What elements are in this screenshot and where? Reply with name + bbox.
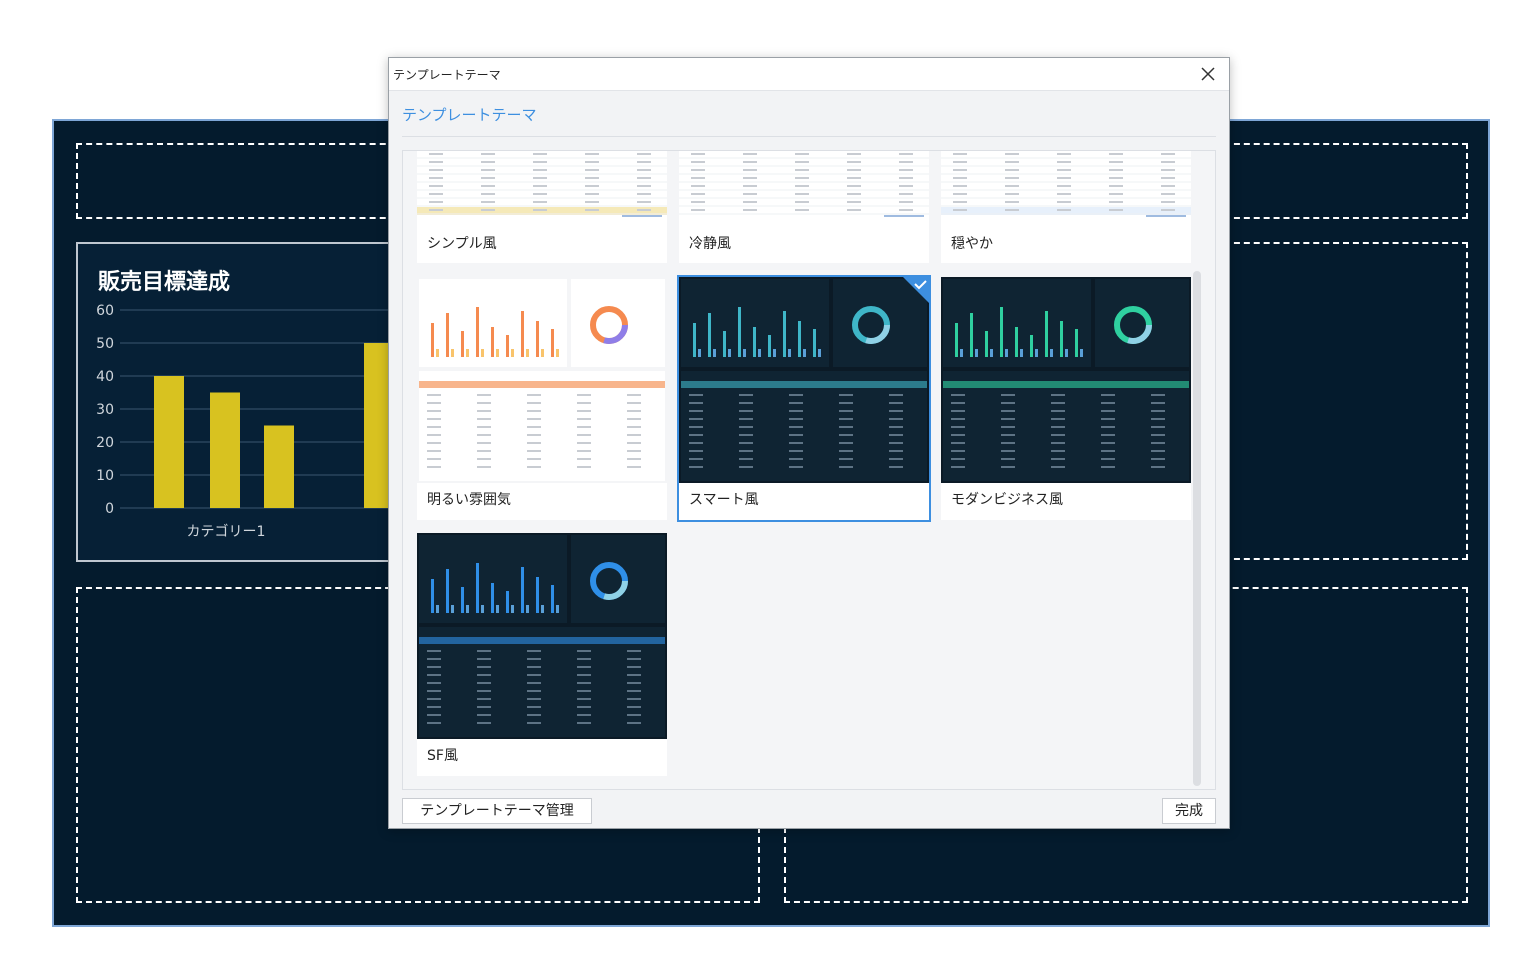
theme-list: シンプル風 冷静風 穏やか明るい雰囲気 スマート風 モダンビジネス風 SF風: [402, 150, 1216, 790]
empty-slot-mid-right[interactable]: [1224, 242, 1468, 560]
tab-divider: [402, 136, 1216, 137]
template-theme-dialog: テンプレートテーマ テンプレートテーマ シンプル風 冷静風 穏やか明るい雰囲気 スマー…: [388, 57, 1230, 829]
theme-thumbnail: [417, 277, 667, 483]
theme-thumbnail: [679, 151, 929, 225]
theme-label: 穏やか: [951, 236, 993, 252]
theme-card[interactable]: 冷静風: [679, 151, 929, 263]
y-tick-label: 30: [96, 402, 114, 418]
scrollbar[interactable]: [1193, 271, 1201, 786]
theme-label: モダンビジネス風: [951, 492, 1063, 508]
tab-template-theme[interactable]: テンプレートテーマ: [402, 106, 537, 124]
theme-label: シンプル風: [427, 236, 497, 252]
empty-slot-top-left[interactable]: [76, 143, 406, 219]
theme-card[interactable]: モダンビジネス風: [941, 277, 1191, 520]
dialog-title: テンプレートテーマ: [393, 68, 501, 82]
theme-card[interactable]: シンプル風: [417, 151, 667, 263]
x-category-label: カテゴリー1: [187, 523, 266, 540]
y-tick-label: 0: [105, 501, 114, 517]
theme-label: 明るい雰囲気: [427, 492, 511, 508]
theme-card[interactable]: 明るい雰囲気: [417, 277, 667, 520]
done-button[interactable]: 完成: [1162, 798, 1216, 824]
theme-label: SF風: [427, 748, 458, 764]
y-tick-label: 50: [96, 336, 114, 352]
theme-thumbnail: [941, 151, 1191, 225]
chart-title: 販売目標達成: [98, 270, 231, 295]
y-tick-label: 20: [96, 435, 114, 451]
y-tick-label: 40: [96, 369, 114, 385]
theme-card[interactable]: 穏やか: [941, 151, 1191, 263]
theme-thumbnail: [417, 151, 667, 225]
theme-thumbnail: [417, 533, 667, 739]
y-tick-label: 60: [96, 303, 114, 319]
theme-card[interactable]: スマート風: [677, 275, 931, 522]
theme-thumbnail: [679, 277, 929, 483]
close-icon[interactable]: [1197, 63, 1219, 85]
manage-themes-button[interactable]: テンプレートテーマ管理: [402, 798, 592, 824]
theme-label: スマート風: [689, 492, 759, 508]
sales-target-chart-widget[interactable]: 販売目標達成 60 50 40 30 20 10 0 カテゴリー1: [76, 242, 408, 562]
bar[interactable]: [210, 392, 240, 509]
dialog-titlebar: テンプレートテーマ: [389, 58, 1229, 91]
theme-thumbnail: [941, 277, 1191, 483]
bar[interactable]: [154, 376, 184, 508]
theme-card[interactable]: SF風: [417, 533, 667, 776]
y-tick-label: 10: [96, 468, 114, 484]
selected-check-icon: [903, 277, 929, 303]
theme-label: 冷静風: [689, 236, 731, 252]
empty-slot-top-right[interactable]: [1224, 143, 1468, 219]
bar-chart: 60 50 40 30 20 10 0 カテゴリー1: [96, 303, 408, 540]
bar[interactable]: [264, 425, 294, 509]
